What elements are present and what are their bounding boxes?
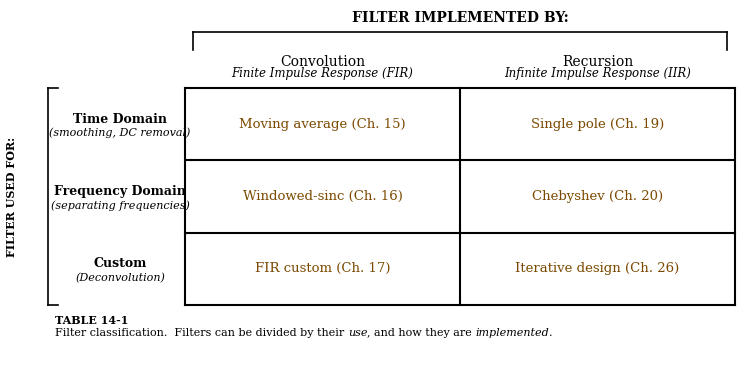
- Text: , and how they are: , and how they are: [367, 328, 475, 338]
- Text: Chebyshev (Ch. 20): Chebyshev (Ch. 20): [532, 190, 663, 203]
- Text: (separating frequencies): (separating frequencies): [50, 200, 190, 211]
- Text: Moving average (Ch. 15): Moving average (Ch. 15): [239, 118, 406, 131]
- Text: FIR custom (Ch. 17): FIR custom (Ch. 17): [255, 262, 390, 275]
- Text: Frequency Domain: Frequency Domain: [54, 185, 186, 198]
- Text: TABLE 14-1: TABLE 14-1: [55, 315, 129, 325]
- Text: Recursion: Recursion: [562, 55, 633, 69]
- Text: Iterative design (Ch. 26): Iterative design (Ch. 26): [515, 262, 680, 275]
- Text: use: use: [347, 328, 367, 338]
- Text: Infinite Impulse Response (IIR): Infinite Impulse Response (IIR): [504, 67, 691, 80]
- Text: Filter classification.  Filters can be divided by their: Filter classification. Filters can be di…: [55, 328, 347, 338]
- Text: Time Domain: Time Domain: [73, 113, 167, 126]
- Text: Convolution: Convolution: [280, 55, 365, 69]
- Text: Windowed-sinc (Ch. 16): Windowed-sinc (Ch. 16): [243, 190, 402, 203]
- Text: Custom: Custom: [93, 257, 147, 270]
- Text: FILTER USED FOR:: FILTER USED FOR:: [7, 136, 17, 256]
- Text: Finite Impulse Response (FIR): Finite Impulse Response (FIR): [232, 67, 414, 80]
- Text: (smoothing, DC removal): (smoothing, DC removal): [50, 128, 191, 139]
- Text: .: .: [549, 328, 553, 338]
- Text: Single pole (Ch. 19): Single pole (Ch. 19): [531, 118, 664, 131]
- Text: (Deconvolution): (Deconvolution): [75, 273, 165, 283]
- Text: implemented: implemented: [475, 328, 549, 338]
- Text: FILTER IMPLEMENTED BY:: FILTER IMPLEMENTED BY:: [352, 11, 569, 25]
